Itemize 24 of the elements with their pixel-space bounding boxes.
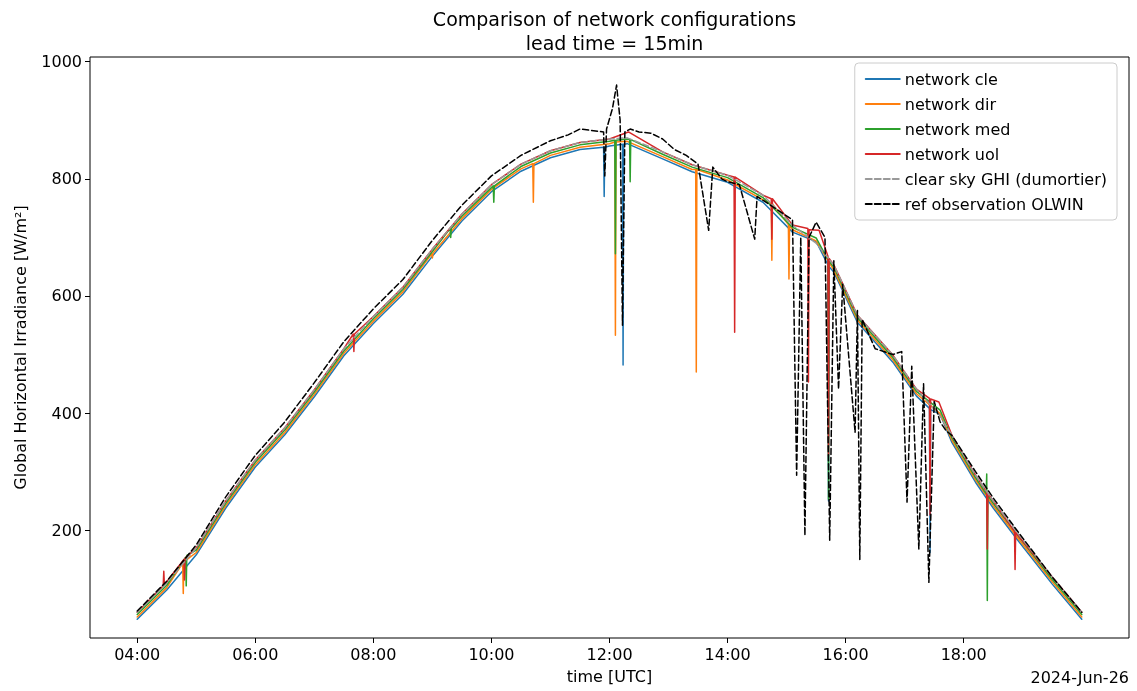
y-axis-title: Global Horizontal Irradiance [W/m²] [10, 205, 30, 490]
x-tick-label: 10:00 [468, 644, 515, 664]
y-tick-label: 200 [51, 520, 82, 540]
chart-title: Comparison of network configurations [432, 7, 797, 30]
y-tick-label: 800 [51, 169, 82, 189]
x-tick-label: 06:00 [232, 644, 279, 664]
legend-label: network uol [904, 144, 1000, 164]
legend-label: network dir [904, 94, 997, 114]
y-tick-label: 1000 [41, 52, 82, 72]
y-tick-label: 400 [51, 403, 82, 423]
y-tick-label: 600 [51, 286, 82, 306]
x-tick-label: 14:00 [704, 644, 751, 664]
x-tick-label: 08:00 [350, 644, 397, 664]
text: 2024-Jun-26 [1030, 667, 1129, 687]
x-tick-label: 16:00 [822, 644, 869, 664]
x-tick-label: 12:00 [586, 644, 633, 664]
legend-label: network cle [904, 69, 998, 89]
x-tick-label: 04:00 [114, 644, 161, 664]
legend-label: network med [904, 119, 1011, 139]
x-axis-title: time [UTC] [566, 666, 653, 686]
x-tick-label: 18:00 [940, 644, 987, 664]
chart-subtitle: lead time = 15min [525, 31, 704, 54]
legend-label: ref observation OLWIN [904, 194, 1084, 214]
legend-label: clear sky GHI (dumortier) [904, 169, 1107, 189]
